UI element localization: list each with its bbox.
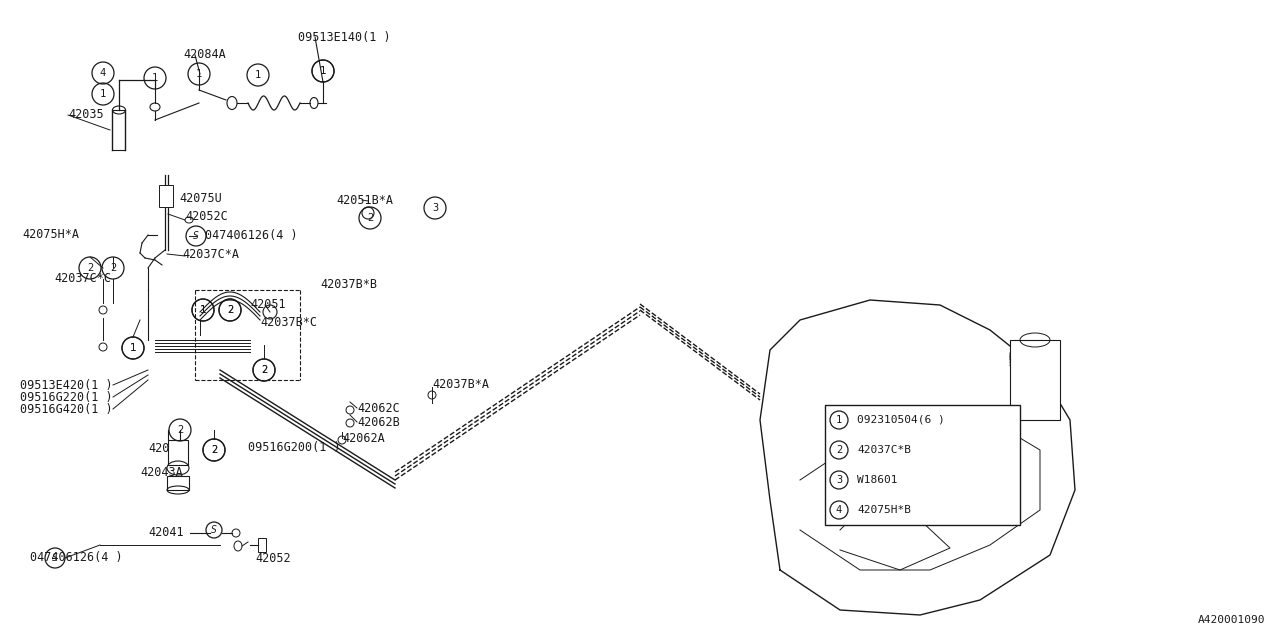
Text: 1: 1 — [200, 305, 206, 315]
Text: W18601: W18601 — [858, 475, 897, 485]
Text: 2: 2 — [177, 425, 183, 435]
Text: 2: 2 — [211, 445, 218, 455]
Text: 2: 2 — [227, 305, 233, 315]
FancyBboxPatch shape — [159, 185, 173, 207]
Text: 42075U: 42075U — [179, 193, 221, 205]
Text: 42041: 42041 — [148, 527, 183, 540]
Text: 42072: 42072 — [148, 442, 183, 454]
Text: 09516G220(1 ): 09516G220(1 ) — [20, 390, 113, 403]
Text: 2: 2 — [211, 445, 218, 455]
Text: 42035: 42035 — [68, 109, 104, 122]
Text: 2: 2 — [110, 263, 116, 273]
Text: 42037C*C: 42037C*C — [54, 271, 111, 285]
Text: 42052: 42052 — [255, 552, 291, 564]
Text: 1: 1 — [129, 343, 136, 353]
Text: 1: 1 — [129, 343, 136, 353]
Text: 42062A: 42062A — [342, 431, 385, 445]
FancyBboxPatch shape — [166, 476, 189, 490]
Text: 2: 2 — [367, 213, 374, 223]
Text: 4: 4 — [100, 68, 106, 78]
Text: 42037C*A: 42037C*A — [182, 248, 239, 262]
Text: 42052C: 42052C — [186, 211, 228, 223]
Text: 3: 3 — [836, 475, 842, 485]
Text: 42051: 42051 — [250, 298, 285, 312]
Text: 42037B*B: 42037B*B — [320, 278, 378, 291]
Text: 09516G200(1 ): 09516G200(1 ) — [248, 442, 340, 454]
Text: A420001090: A420001090 — [1198, 615, 1265, 625]
Text: S: S — [52, 553, 58, 563]
Text: 1: 1 — [100, 89, 106, 99]
FancyBboxPatch shape — [1010, 340, 1060, 420]
Text: 047406126(4 ): 047406126(4 ) — [29, 552, 123, 564]
Text: 1: 1 — [200, 305, 206, 315]
Text: 1: 1 — [196, 69, 202, 79]
Text: 1: 1 — [152, 73, 159, 83]
Text: 092310504(6 ): 092310504(6 ) — [858, 415, 945, 425]
Text: 42084A: 42084A — [183, 49, 225, 61]
Text: 42037B*C: 42037B*C — [260, 317, 317, 330]
Text: 1: 1 — [320, 66, 326, 76]
Text: 42037B*A: 42037B*A — [433, 378, 489, 392]
Text: 42075H*A: 42075H*A — [22, 228, 79, 241]
Text: 047406126(4 ): 047406126(4 ) — [205, 230, 298, 243]
Text: 42062C: 42062C — [357, 401, 399, 415]
FancyBboxPatch shape — [168, 440, 188, 465]
Text: 1: 1 — [320, 66, 326, 76]
Text: 2: 2 — [87, 263, 93, 273]
Text: 09516G420(1 ): 09516G420(1 ) — [20, 403, 113, 415]
Text: 2: 2 — [836, 445, 842, 455]
Text: 09513E140(1 ): 09513E140(1 ) — [298, 31, 390, 44]
Text: 42075H*B: 42075H*B — [858, 505, 911, 515]
Text: 2: 2 — [261, 365, 268, 375]
Text: 09513E420(1 ): 09513E420(1 ) — [20, 378, 113, 392]
Text: 2: 2 — [227, 305, 233, 315]
Text: 1: 1 — [255, 70, 261, 80]
Text: 42037C*B: 42037C*B — [858, 445, 911, 455]
Text: 42051B*A: 42051B*A — [335, 193, 393, 207]
Text: 4: 4 — [836, 505, 842, 515]
FancyBboxPatch shape — [826, 405, 1020, 525]
Text: S: S — [211, 525, 216, 535]
Text: 3: 3 — [431, 203, 438, 213]
Text: 2: 2 — [261, 365, 268, 375]
FancyBboxPatch shape — [259, 538, 266, 552]
Text: 42043A: 42043A — [140, 467, 183, 479]
Text: 1: 1 — [836, 415, 842, 425]
Text: 42062B: 42062B — [357, 415, 399, 429]
Text: S: S — [193, 231, 198, 241]
